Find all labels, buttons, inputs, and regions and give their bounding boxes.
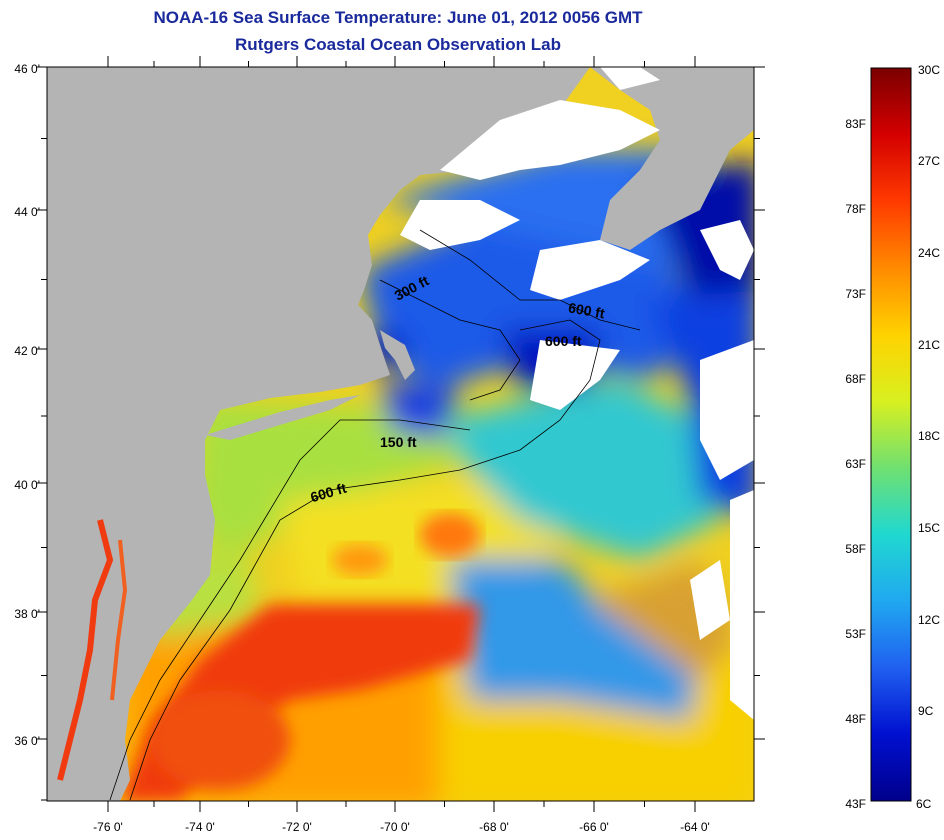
colorbar-f-label: 43F bbox=[845, 797, 866, 811]
colorbar-f-label: 83F bbox=[845, 117, 866, 131]
colorbar-f-label: 68F bbox=[845, 372, 866, 386]
colorbar-f-label: 73F bbox=[845, 287, 866, 301]
lon-label: -68 0' bbox=[479, 820, 509, 834]
contour-label: 600 ft bbox=[567, 299, 606, 321]
color-bar bbox=[870, 67, 912, 802]
lon-label: -70 0' bbox=[380, 820, 410, 834]
colorbar-c-label: 24C bbox=[918, 246, 940, 260]
colorbar-c-label: 15C bbox=[918, 521, 940, 535]
axis-ticks bbox=[36, 56, 765, 812]
lon-label: -64 0' bbox=[680, 820, 710, 834]
colorbar-f-label: 58F bbox=[845, 542, 866, 556]
colorbar-c-label: 27C bbox=[918, 154, 940, 168]
colorbar-f-label: 48F bbox=[845, 712, 866, 726]
colorbar-f-label: 78F bbox=[845, 202, 866, 216]
lon-label: -76 0' bbox=[93, 820, 123, 834]
map-image bbox=[47, 67, 754, 801]
colorbar-c-label: 12C bbox=[918, 613, 940, 627]
colorbar-c-label: 18C bbox=[918, 429, 940, 443]
lat-label: 40 0' bbox=[14, 478, 40, 492]
colorbar-c-label: 30C bbox=[918, 63, 940, 77]
colorbar-c-label: 6C bbox=[916, 797, 932, 811]
lat-label: 42 0' bbox=[14, 344, 40, 358]
map-subtitle: Rutgers Coastal Ocean Observation Lab bbox=[235, 35, 561, 54]
lat-label: 38 0' bbox=[14, 607, 40, 621]
contour-label: 150 ft bbox=[380, 434, 417, 450]
lon-label: -74 0' bbox=[185, 820, 215, 834]
colorbar-c-label: 9C bbox=[918, 704, 934, 718]
lat-label: 46 0' bbox=[14, 62, 40, 76]
lon-label: -72 0' bbox=[282, 820, 312, 834]
lat-label: 44 0' bbox=[14, 205, 40, 219]
map-title: NOAA-16 Sea Surface Temperature: June 01… bbox=[153, 8, 643, 27]
colorbar-c-label: 21C bbox=[918, 338, 940, 352]
lon-label: -66 0' bbox=[579, 820, 609, 834]
lat-label: 36 0' bbox=[14, 734, 40, 748]
colorbar-f-label: 53F bbox=[845, 627, 866, 641]
colorbar-f-label: 63F bbox=[845, 457, 866, 471]
contour-label: 600 ft bbox=[545, 333, 582, 349]
map-frame bbox=[46, 66, 755, 802]
